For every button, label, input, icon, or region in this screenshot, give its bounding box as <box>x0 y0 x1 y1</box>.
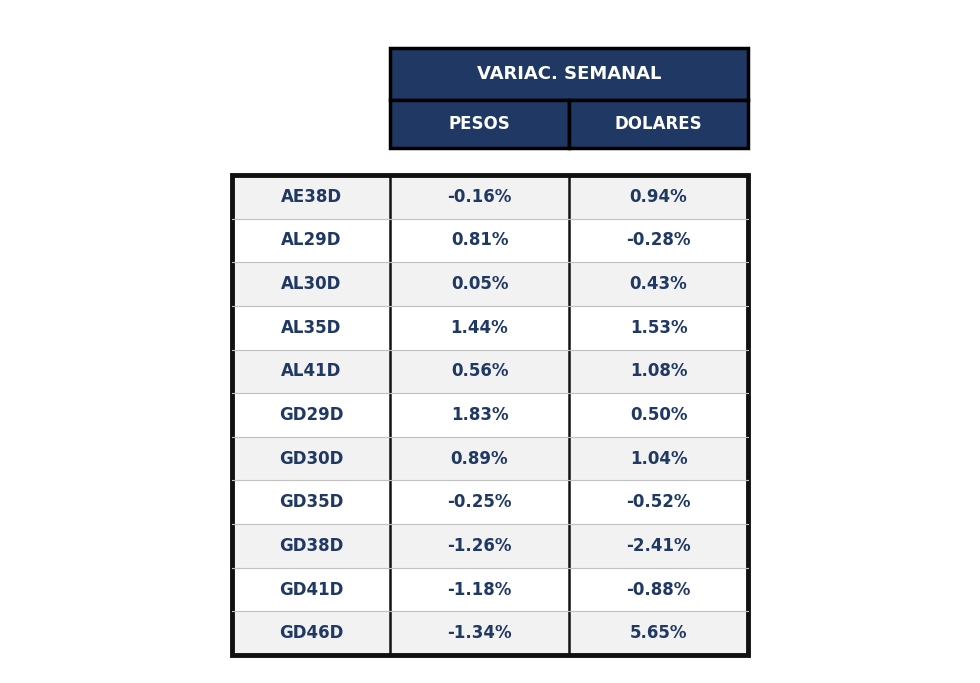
Bar <box>390 262 569 306</box>
Bar <box>569 262 748 306</box>
Bar <box>232 437 390 480</box>
Bar <box>390 350 569 393</box>
Text: GD35D: GD35D <box>279 493 343 512</box>
Bar <box>232 175 748 655</box>
Text: 0.05%: 0.05% <box>451 275 509 293</box>
Bar <box>232 611 390 655</box>
Bar <box>569 350 748 393</box>
Text: AL30D: AL30D <box>281 275 341 293</box>
Text: -0.52%: -0.52% <box>626 493 691 512</box>
Text: 0.43%: 0.43% <box>629 275 687 293</box>
Text: 0.50%: 0.50% <box>630 406 687 424</box>
Text: GD41D: GD41D <box>279 581 343 598</box>
Text: -1.34%: -1.34% <box>447 624 512 642</box>
Bar <box>390 306 569 350</box>
Text: AL29D: AL29D <box>280 232 341 249</box>
Text: 1.44%: 1.44% <box>451 319 509 337</box>
Bar <box>569 568 748 611</box>
Text: -1.18%: -1.18% <box>447 581 512 598</box>
Bar <box>390 100 569 148</box>
Text: 5.65%: 5.65% <box>630 624 687 642</box>
Bar <box>569 611 748 655</box>
Text: 0.94%: 0.94% <box>629 188 687 206</box>
Text: 1.04%: 1.04% <box>630 449 687 468</box>
Bar <box>232 306 390 350</box>
Text: AL35D: AL35D <box>281 319 341 337</box>
Text: GD30D: GD30D <box>279 449 343 468</box>
Bar <box>390 437 569 480</box>
Bar <box>232 524 390 568</box>
Text: GD29D: GD29D <box>278 406 343 424</box>
Text: 0.56%: 0.56% <box>451 363 509 380</box>
Bar <box>390 524 569 568</box>
Bar <box>569 480 748 524</box>
Bar <box>232 219 390 262</box>
Bar <box>232 350 390 393</box>
Text: -0.25%: -0.25% <box>447 493 512 512</box>
Text: 0.89%: 0.89% <box>451 449 509 468</box>
Text: -0.28%: -0.28% <box>626 232 691 249</box>
Bar <box>232 568 390 611</box>
Text: GD46D: GD46D <box>279 624 343 642</box>
Text: PESOS: PESOS <box>449 115 511 133</box>
Text: -1.26%: -1.26% <box>447 537 512 555</box>
Bar <box>232 175 390 219</box>
Text: GD38D: GD38D <box>279 537 343 555</box>
Bar <box>390 175 569 219</box>
Text: 1.08%: 1.08% <box>630 363 687 380</box>
Bar <box>569 393 748 437</box>
Text: VARIAC. SEMANAL: VARIAC. SEMANAL <box>477 65 662 83</box>
Text: -2.41%: -2.41% <box>626 537 691 555</box>
Bar <box>569 524 748 568</box>
Bar <box>569 175 748 219</box>
Text: 1.83%: 1.83% <box>451 406 509 424</box>
Bar <box>232 262 390 306</box>
Bar <box>569 306 748 350</box>
Text: AE38D: AE38D <box>280 188 342 206</box>
Bar <box>390 393 569 437</box>
Bar <box>390 611 569 655</box>
Bar <box>569 219 748 262</box>
Text: -0.16%: -0.16% <box>447 188 512 206</box>
Bar <box>390 480 569 524</box>
Text: 0.81%: 0.81% <box>451 232 509 249</box>
Bar <box>390 48 748 100</box>
Bar <box>390 568 569 611</box>
Text: -0.88%: -0.88% <box>626 581 691 598</box>
Text: 1.53%: 1.53% <box>630 319 687 337</box>
Bar <box>569 437 748 480</box>
Text: DOLARES: DOLARES <box>614 115 703 133</box>
Bar <box>569 100 748 148</box>
Bar <box>232 393 390 437</box>
Text: AL41D: AL41D <box>281 363 341 380</box>
Bar <box>390 219 569 262</box>
Bar <box>232 480 390 524</box>
